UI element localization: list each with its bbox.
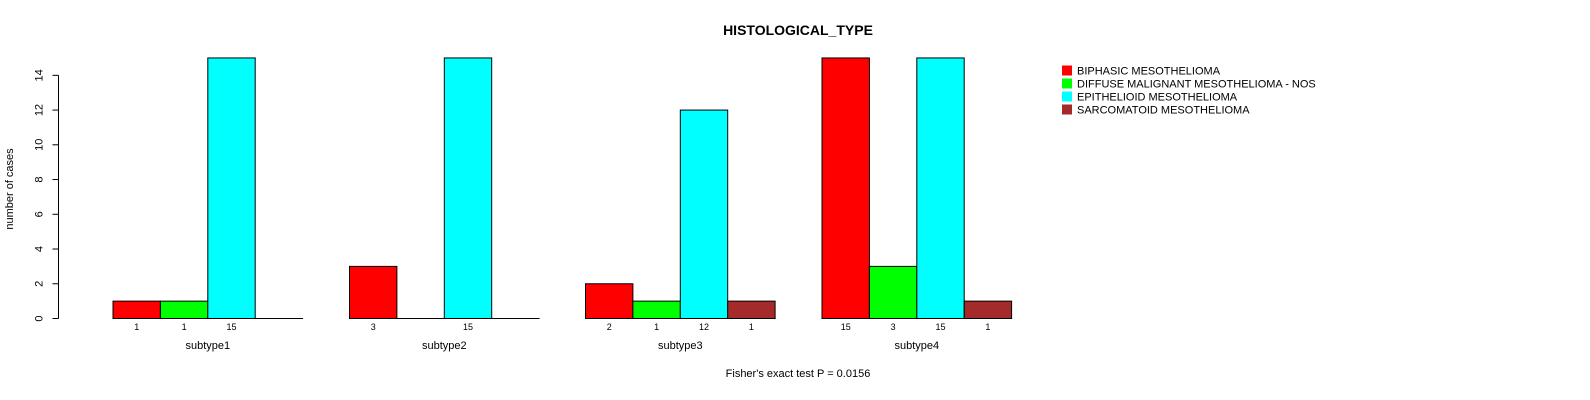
category-label: subtype1 xyxy=(185,340,230,352)
bar xyxy=(916,57,965,319)
bar-groups xyxy=(112,57,1013,320)
bar-value-label: 3 xyxy=(891,322,896,332)
bar xyxy=(821,57,870,319)
bar-value-label: 3 xyxy=(371,322,376,332)
legend-swatch xyxy=(1062,78,1072,89)
bar-value-labels: 1 1 15 3 15 2 1 12 1 15 3 15 1 xyxy=(134,322,990,332)
y-tick-label: 14 xyxy=(34,69,46,81)
y-tick-label: 2 xyxy=(34,281,46,287)
y-tick-label: 0 xyxy=(34,315,46,321)
bar-value-label: 1 xyxy=(985,322,990,332)
bar-value-label: 1 xyxy=(654,322,659,332)
y-tick-label: 4 xyxy=(34,246,46,252)
bar xyxy=(632,300,681,320)
bar xyxy=(159,300,209,320)
bar xyxy=(868,265,918,320)
bar-group-subtype3 xyxy=(585,109,776,320)
legend-label: BIPHASIC MESOTHELIOMA xyxy=(1077,66,1221,78)
y-tick-label: 8 xyxy=(34,176,46,182)
bar xyxy=(585,283,634,320)
bar-value-label: 1 xyxy=(134,322,139,332)
bar-value-label: 15 xyxy=(841,322,851,332)
legend-label: SARCOMATOID MESOTHELIOMA xyxy=(1077,105,1250,117)
category-label: subtype3 xyxy=(658,340,703,352)
legend-label: EPITHELIOID MESOTHELIOMA xyxy=(1077,92,1238,104)
y-axis-label: number of cases xyxy=(4,148,16,230)
legend-swatch xyxy=(1062,104,1072,115)
legend-swatch xyxy=(1062,91,1072,102)
bar xyxy=(727,300,776,320)
y-tick-label: 12 xyxy=(34,104,46,116)
legend-item: EPITHELIOID MESOTHELIOMA xyxy=(1062,91,1238,104)
bar-group-subtype1 xyxy=(112,57,304,320)
y-axis: 0 2 4 6 8 10 12 14 xyxy=(34,69,59,322)
bar xyxy=(207,57,256,319)
bar xyxy=(963,300,1013,320)
legend-item: SARCOMATOID MESOTHELIOMA xyxy=(1062,104,1250,117)
bar xyxy=(112,300,161,320)
bar xyxy=(679,109,729,319)
y-tick-label: 10 xyxy=(34,139,46,151)
category-labels: subtype1 subtype2 subtype3 subtype4 xyxy=(185,340,939,352)
chart-title: HISTOLOGICAL_TYPE xyxy=(723,22,873,38)
bar-value-label: 15 xyxy=(935,322,945,332)
bar-value-label: 1 xyxy=(182,322,187,332)
legend-item: DIFFUSE MALIGNANT MESOTHELIOMA - NOS xyxy=(1062,78,1316,91)
bar-value-label: 15 xyxy=(463,322,473,332)
bar-group-subtype2 xyxy=(349,57,540,320)
legend-swatch xyxy=(1062,65,1072,76)
bar-value-label: 1 xyxy=(749,322,754,332)
bar-value-label: 12 xyxy=(699,322,709,332)
bar xyxy=(443,57,493,319)
fisher-test-footnote: Fisher's exact test P = 0.0156 xyxy=(726,368,871,380)
legend-label: DIFFUSE MALIGNANT MESOTHELIOMA - NOS xyxy=(1077,79,1316,91)
legend-item: BIPHASIC MESOTHELIOMA xyxy=(1062,65,1221,78)
y-tick-label: 6 xyxy=(34,211,46,217)
bar-group-subtype4 xyxy=(821,57,1013,320)
category-label: subtype2 xyxy=(422,340,467,352)
category-label: subtype4 xyxy=(894,340,939,352)
bar-value-label: 2 xyxy=(607,322,612,332)
bar-value-label: 15 xyxy=(226,322,236,332)
bar xyxy=(349,265,398,320)
